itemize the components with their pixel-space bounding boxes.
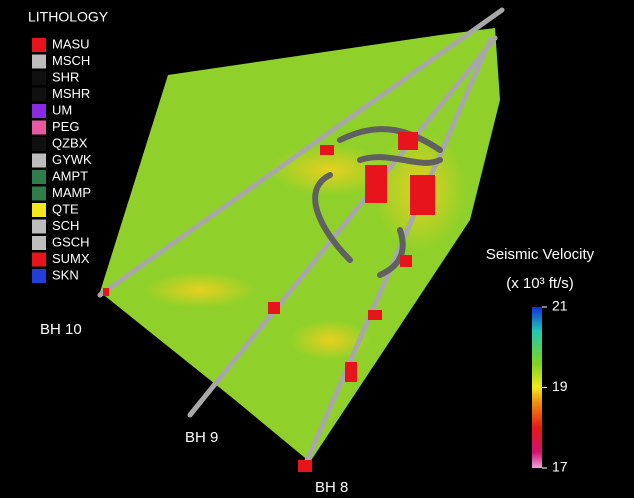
colorbar-title: Seismic Velocity (486, 246, 595, 263)
legend-swatch (32, 54, 46, 69)
legend-swatch (32, 203, 46, 217)
legend-swatch (32, 236, 46, 250)
legend-swatch (32, 38, 46, 52)
legend-swatch (32, 120, 46, 135)
legend-swatch (32, 153, 46, 168)
legend-label: SHR (52, 69, 79, 84)
borehole-label: BH 10 (40, 321, 82, 338)
legend-swatch (32, 87, 46, 102)
legend-swatch (32, 71, 46, 85)
legend-swatch (32, 170, 46, 184)
colorbar-tick-label: 21 (552, 298, 568, 314)
legend-swatch (32, 137, 46, 151)
legend-title: LITHOLOGY (28, 9, 109, 25)
legend-swatch (32, 104, 46, 118)
borehole-label: BH 8 (315, 479, 348, 496)
legend-label: SUMX (52, 251, 90, 266)
colorbar-units: (x 10³ ft/s) (506, 275, 574, 292)
legend-label: GYWK (52, 152, 92, 167)
boreholes (97, 7, 505, 468)
colorbar (532, 307, 542, 468)
legend-label: MSCH (52, 53, 90, 68)
legend-swatch (32, 269, 46, 283)
legend-label: AMPT (52, 168, 88, 183)
legend-label: MASU (52, 36, 90, 51)
legend-label: GSCH (52, 234, 90, 249)
lithology-markers (103, 132, 435, 472)
legend-label: QZBX (52, 135, 88, 150)
colorbar-tick-label: 19 (552, 378, 568, 394)
legend-label: SKN (52, 267, 79, 282)
legend-label: MSHR (52, 86, 90, 101)
borehole-label: BH 9 (185, 429, 218, 446)
legend-label: UM (52, 102, 72, 117)
legend-label: QTE (52, 201, 79, 216)
colorbar-ticks: 21 19 17 (542, 298, 568, 475)
legend-swatch (32, 186, 46, 201)
legend-swatch (32, 252, 46, 267)
legend-label: PEG (52, 119, 79, 134)
legend-label: SCH (52, 218, 79, 233)
colorbar-tick-label: 17 (552, 459, 568, 475)
legend-swatch (32, 219, 46, 234)
legend-label: MAMP (52, 185, 91, 200)
